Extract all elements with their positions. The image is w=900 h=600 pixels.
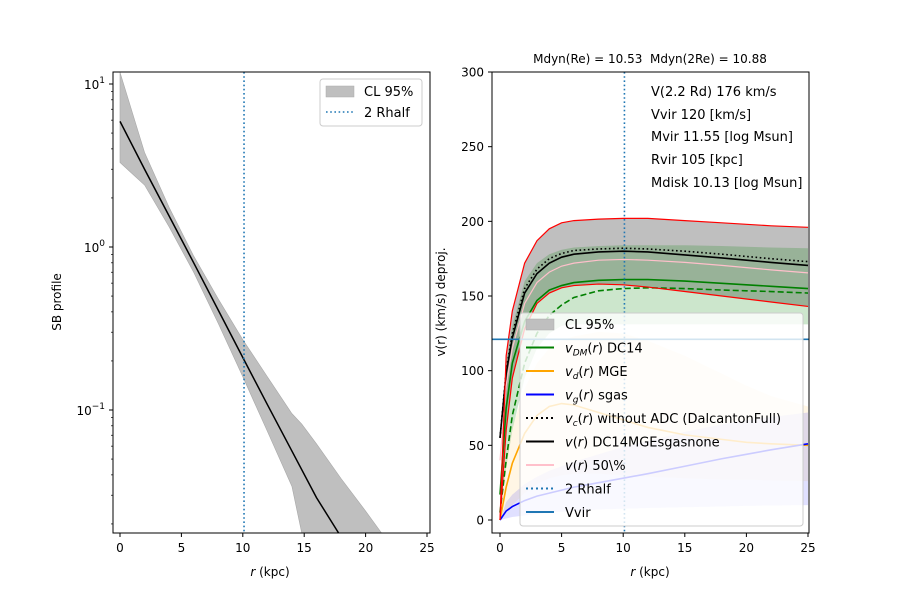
right-x-ticks: 0 5 10 15 20 25 xyxy=(496,533,816,555)
y-tick-label: 100 xyxy=(84,239,105,255)
legend-label: CL 95% xyxy=(565,318,614,333)
legend-cl95-patch xyxy=(325,85,355,98)
y-tick-label: 250 xyxy=(461,140,484,154)
y-tick-label: 300 xyxy=(461,66,484,80)
x-tick-label: 25 xyxy=(800,541,815,555)
y-tick-label: 150 xyxy=(461,290,484,304)
x-tick-label: 20 xyxy=(358,541,373,555)
left-y-ticks: 101 100 10−1 xyxy=(76,76,113,525)
curve-v-r-dc14mgesgasnone xyxy=(499,250,809,438)
x-tick-label: 0 xyxy=(496,541,504,555)
left-xlabel-r: r xyxy=(250,565,256,579)
x-tick-label: 20 xyxy=(739,541,754,555)
x-tick-label: 0 xyxy=(116,541,124,555)
band-dm-band xyxy=(500,245,808,513)
x-tick-label: 10 xyxy=(616,541,631,555)
sb-profile-panel: 0 5 10 15 20 25 101 100 10−1 r (kpc) SB profile… xyxy=(50,71,435,579)
left-legend: CL 95% 2 Rhalf xyxy=(319,78,423,127)
legend-label: vd(r) MGE xyxy=(565,365,628,382)
curve-red-lower xyxy=(499,283,809,521)
right-legend-box xyxy=(519,312,804,527)
x-tick-label: 15 xyxy=(297,541,312,555)
cl95-band-area xyxy=(119,72,383,534)
legend-label: v(r) 50\% xyxy=(565,459,626,474)
right-legend: CL 95% vDM(r) DC14 vd(r) MGE vg(r) sgas vc(r… xyxy=(519,312,804,527)
band-cl-95- xyxy=(500,218,808,520)
left-x-ticks: 0 5 10 15 20 25 xyxy=(116,533,435,555)
right-axes-frame xyxy=(491,71,810,534)
y-tick-label: 101 xyxy=(84,76,105,92)
legend-rhalf-label: 2 Rhalf xyxy=(364,106,410,121)
legend-label: vc(r) without ADC (DalcantonFull) xyxy=(565,412,781,429)
annotations: V(2.2 Rd) 176 km/s Vvir 120 [km/s] Mvir … xyxy=(651,85,802,191)
legend-entry: vDM(r) DC14 xyxy=(526,342,643,359)
annotation-rvir: Rvir 105 [kpc] xyxy=(651,153,743,168)
sb-lines xyxy=(119,121,340,534)
right-y-ticks: 0 50 100 150 200 250 300 xyxy=(461,66,492,528)
legend-label: vg(r) sgas xyxy=(565,389,628,406)
legend-entry: v(r) DC14MGEsgasnone xyxy=(526,436,720,451)
legend-entry: vc(r) without ADC (DalcantonFull) xyxy=(526,412,781,429)
x-tick-label: 5 xyxy=(178,541,186,555)
legend-entry: 2 Rhalf xyxy=(526,483,611,498)
curve-v-dm-dashed xyxy=(499,286,809,513)
right-xlabel-unit: (kpc) xyxy=(635,565,669,579)
rotation-curve-panel: CL 95% vDM(r) DC14 vd(r) MGE vg(r) sgas vc(r… xyxy=(434,52,816,579)
legend-patch xyxy=(525,318,555,331)
x-tick-label: 5 xyxy=(558,541,566,555)
legend-label: Vvir xyxy=(565,506,591,521)
curve-v-r-50- xyxy=(499,258,809,461)
y-tick-label: 0 xyxy=(476,514,484,528)
legend-entry: vg(r) sgas xyxy=(526,389,628,406)
left-xlabel: r (kpc) xyxy=(250,565,289,579)
y-tick-label: 50 xyxy=(469,439,484,453)
annotation-v22rd: V(2.2 Rd) 176 km/s xyxy=(651,85,777,100)
right-xlabel-r: r xyxy=(630,565,636,579)
right-title: Mdyn(Re) = 10.53 Mdyn(2Re) = 10.88 xyxy=(533,52,767,66)
y-tick-label: 200 xyxy=(461,215,484,229)
curve-v-dm-r-dc14 xyxy=(499,278,809,495)
curve-red-upper xyxy=(499,217,809,521)
legend-cl95-label: CL 95% xyxy=(364,85,413,100)
y-tick-label: 100 xyxy=(461,364,484,378)
legend-entry: vd(r) MGE xyxy=(526,365,628,382)
cl95-band xyxy=(119,72,383,534)
legend-entry: v(r) 50\% xyxy=(526,459,626,474)
legend-entry: Vvir xyxy=(526,506,591,521)
right-ylabel: v(r) (km/s) deproj. xyxy=(434,247,448,356)
x-tick-label: 15 xyxy=(677,541,692,555)
x-tick-label: 10 xyxy=(235,541,250,555)
annotation-mdisk: Mdisk 10.13 [log Msun] xyxy=(651,176,802,191)
sb-median-line xyxy=(119,121,340,534)
x-tick-label: 25 xyxy=(419,541,434,555)
left-ylabel: SB profile xyxy=(50,273,64,331)
legend-label: 2 Rhalf xyxy=(565,483,611,498)
right-xlabel: r (kpc) xyxy=(630,565,669,579)
annotation-mvir: Mvir 11.55 [log Msun] xyxy=(651,130,793,145)
legend-label: v(r) DC14MGEsgasnone xyxy=(565,436,720,451)
annotation-vvir: Vvir 120 [km/s] xyxy=(651,108,751,123)
y-tick-label: 10−1 xyxy=(76,402,105,418)
legend-label: vDM(r) DC14 xyxy=(565,342,643,359)
left-axes-frame xyxy=(112,71,431,534)
legend-entry: CL 95% xyxy=(525,318,614,333)
left-xlabel-unit: (kpc) xyxy=(255,565,289,579)
